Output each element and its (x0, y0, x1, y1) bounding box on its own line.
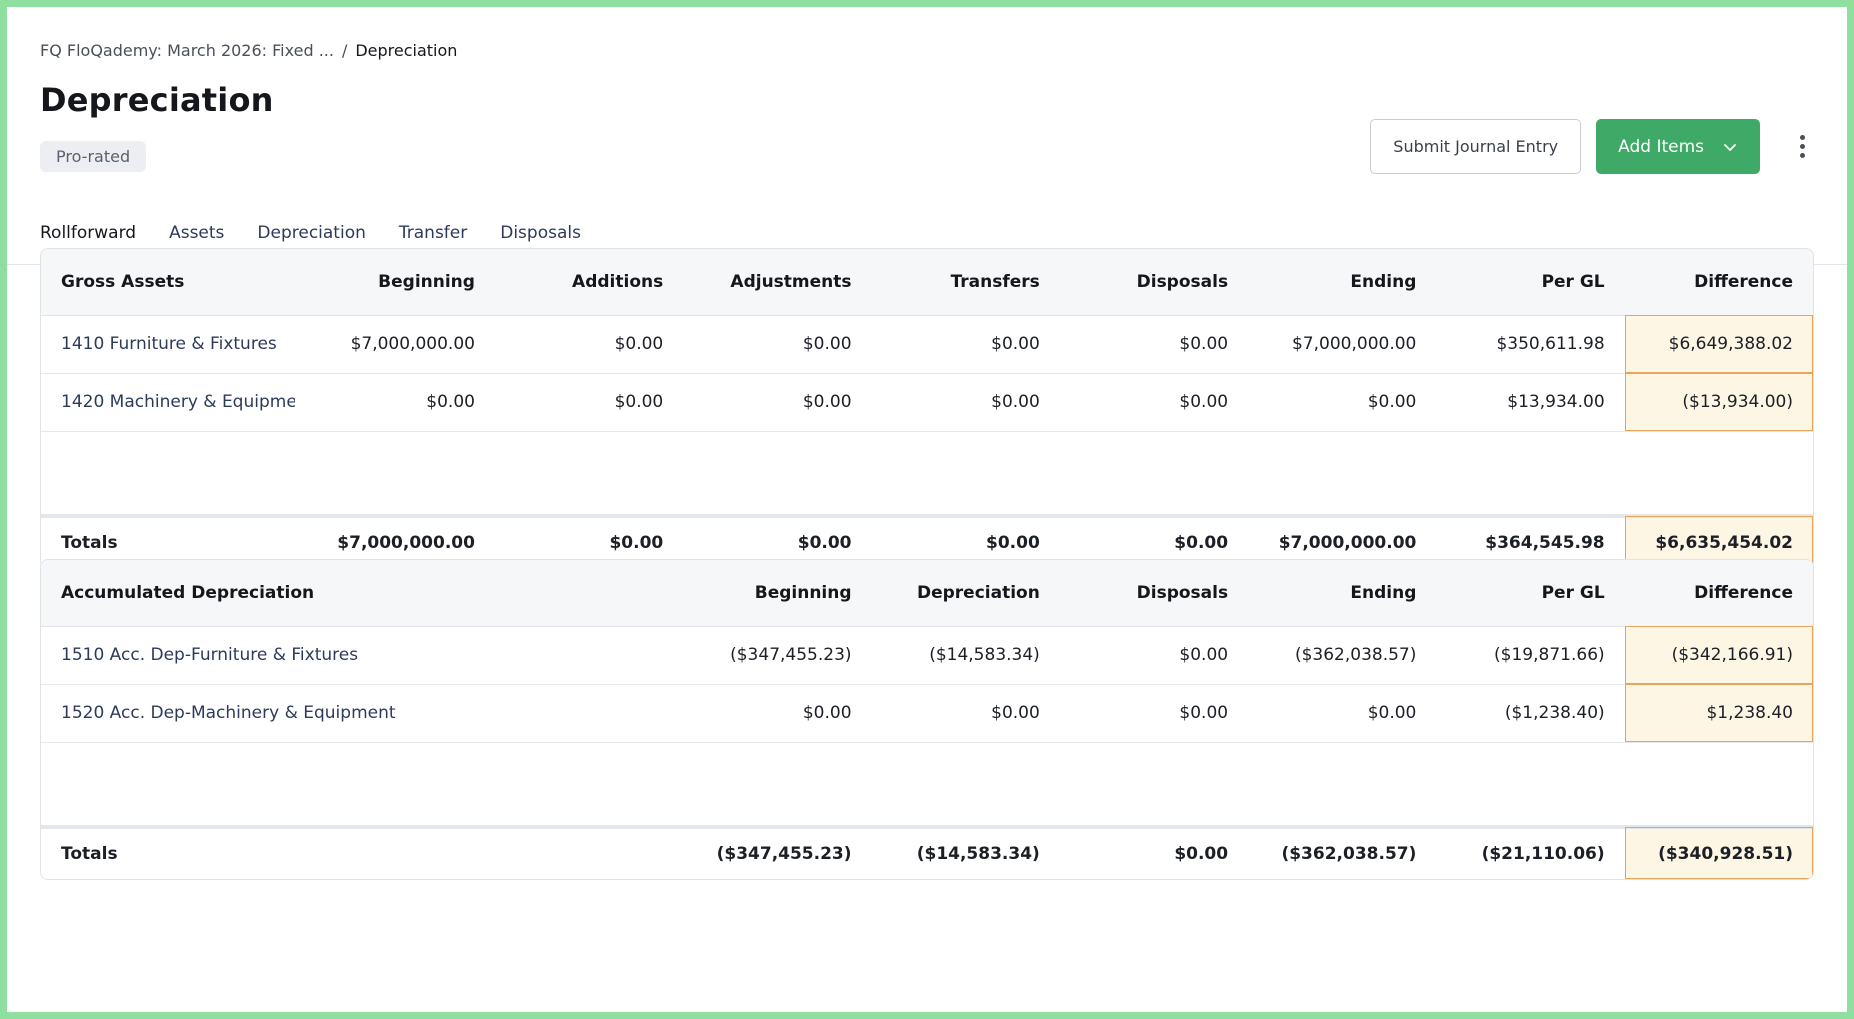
tab-depreciation[interactable]: Depreciation (257, 223, 366, 243)
status-badge: Pro-rated (40, 141, 147, 172)
table-cell: ($19,871.66) (1436, 626, 1625, 685)
column-header: Disposals (1059, 560, 1249, 627)
submit-journal-entry-button[interactable]: Submit Journal Entry (1370, 119, 1582, 174)
table-cell: ($362,038.57) (1248, 626, 1437, 685)
app-frame: FQ FloQademy: March 2026: Fixed ... / De… (7, 7, 1847, 1012)
totals-cell: ($14,583.34) (916, 844, 1040, 864)
difference-cell: $1,238.40 (1624, 684, 1813, 743)
totals-label: Totals (61, 533, 118, 553)
table-cell: $0.00 (683, 315, 872, 374)
breadcrumb: FQ FloQademy: March 2026: Fixed ... / De… (40, 35, 1814, 65)
totals-cell: ($347,455.23) (716, 844, 852, 864)
difference-total-cell: ($340,928.51) (1624, 827, 1813, 879)
difference-cell: ($342,166.91) (1624, 626, 1813, 685)
tab-assets[interactable]: Assets (169, 223, 225, 243)
column-header: Difference (1624, 249, 1813, 316)
difference-cell: $6,649,388.02 (1624, 315, 1813, 374)
column-header: Disposals (1059, 249, 1249, 316)
tab-transfer[interactable]: Transfer (398, 223, 468, 243)
add-items-label: Add Items (1618, 136, 1704, 157)
chevron-down-icon (1724, 143, 1736, 151)
column-header: Beginning (683, 560, 872, 627)
totals-cell: $0.00 (609, 533, 664, 553)
difference-cell: ($13,934.00) (1624, 373, 1813, 432)
table-cell: ($347,455.23) (683, 626, 872, 685)
account-link[interactable]: 1410 Furniture & Fixtures (41, 315, 296, 374)
table-cell: $0.00 (1248, 684, 1437, 743)
table-header-row: Accumulated Depreciation Beginning Depre… (41, 560, 1813, 627)
table-cell: $0.00 (683, 684, 872, 743)
table-cell: ($1,238.40) (1436, 684, 1625, 743)
column-header: Difference (1624, 560, 1813, 627)
totals-cell: $0.00 (1174, 533, 1229, 553)
column-header: Ending (1248, 249, 1437, 316)
column-header: Depreciation (871, 560, 1060, 627)
tab-disposals[interactable]: Disposals (500, 223, 581, 243)
column-header: Accumulated Depreciation (41, 560, 684, 627)
table-cell: $0.00 (871, 315, 1060, 374)
breadcrumb-separator: / (341, 40, 348, 60)
table-cell: $0.00 (1248, 373, 1437, 432)
column-header: Beginning (295, 249, 495, 316)
table-cell: $0.00 (494, 373, 684, 432)
totals-cell: $364,545.98 (1485, 533, 1605, 553)
column-header: Ending (1248, 560, 1437, 627)
totals-cell: ($21,110.06) (1481, 844, 1605, 864)
more-options-icon[interactable] (1787, 127, 1817, 167)
table-cell: $7,000,000.00 (295, 315, 495, 374)
breadcrumb-current: Depreciation (355, 40, 458, 60)
totals-cell: $0.00 (1174, 844, 1229, 864)
gross-assets-card: Gross Assets Beginning Additions Adjustm… (40, 248, 1814, 569)
header-actions: Submit Journal Entry Add Items (1370, 119, 1817, 174)
table-row[interactable]: 1520 Acc. Dep-Machinery & Equipment $0.0… (41, 684, 1813, 743)
page-title: Depreciation (40, 81, 274, 119)
page-header: FQ FloQademy: March 2026: Fixed ... / De… (7, 7, 1847, 265)
table-cell: $0.00 (683, 373, 872, 432)
table-row[interactable]: 1420 Machinery & Equipme $0.00 $0.00 $0.… (41, 373, 1813, 432)
table-cell: $0.00 (1059, 315, 1249, 374)
table-cell: $350,611.98 (1436, 315, 1625, 374)
column-header: Gross Assets (41, 249, 296, 316)
table-cell: $0.00 (871, 373, 1060, 432)
totals-cell: ($362,038.57) (1281, 844, 1417, 864)
empty-row (41, 431, 1813, 518)
tab-bar: Rollforward Assets Depreciation Transfer… (40, 223, 581, 259)
table-cell: $0.00 (1059, 373, 1249, 432)
account-link[interactable]: 1510 Acc. Dep-Furniture & Fixtures (41, 626, 684, 685)
column-header: Adjustments (683, 249, 872, 316)
table-cell: $0.00 (295, 373, 495, 432)
table-row[interactable]: 1410 Furniture & Fixtures $7,000,000.00 … (41, 315, 1813, 374)
table-cell: $0.00 (1059, 684, 1249, 743)
column-header: Additions (494, 249, 684, 316)
table-cell: $7,000,000.00 (1248, 315, 1437, 374)
empty-row (41, 742, 1813, 829)
totals-cell: $0.00 (797, 533, 852, 553)
totals-label: Totals (61, 844, 118, 864)
add-items-button[interactable]: Add Items (1596, 119, 1760, 174)
totals-row: Totals ($347,455.23) ($14,583.34) $0.00 … (41, 827, 1813, 879)
gross-assets-table: Gross Assets Beginning Additions Adjustm… (41, 249, 1813, 568)
account-link[interactable]: 1420 Machinery & Equipme (41, 373, 296, 432)
table-cell: ($14,583.34) (871, 626, 1060, 685)
column-header: Transfers (871, 249, 1060, 316)
table-cell: $13,934.00 (1436, 373, 1625, 432)
column-header: Per GL (1436, 560, 1625, 627)
totals-cell: $0.00 (986, 533, 1040, 553)
table-row[interactable]: 1510 Acc. Dep-Furniture & Fixtures ($347… (41, 626, 1813, 685)
accumulated-depreciation-table: Accumulated Depreciation Beginning Depre… (41, 560, 1813, 879)
account-link[interactable]: 1520 Acc. Dep-Machinery & Equipment (41, 684, 684, 743)
table-cell: $0.00 (494, 315, 684, 374)
table-cell: $0.00 (1059, 626, 1249, 685)
table-cell: $0.00 (871, 684, 1060, 743)
column-header: Per GL (1436, 249, 1625, 316)
accumulated-depreciation-card: Accumulated Depreciation Beginning Depre… (40, 559, 1814, 880)
totals-cell: $7,000,000.00 (1278, 533, 1417, 553)
breadcrumb-parent-link[interactable]: FQ FloQademy: March 2026: Fixed ... (40, 40, 334, 60)
table-header-row: Gross Assets Beginning Additions Adjustm… (41, 249, 1813, 316)
totals-cell: $7,000,000.00 (337, 533, 475, 553)
